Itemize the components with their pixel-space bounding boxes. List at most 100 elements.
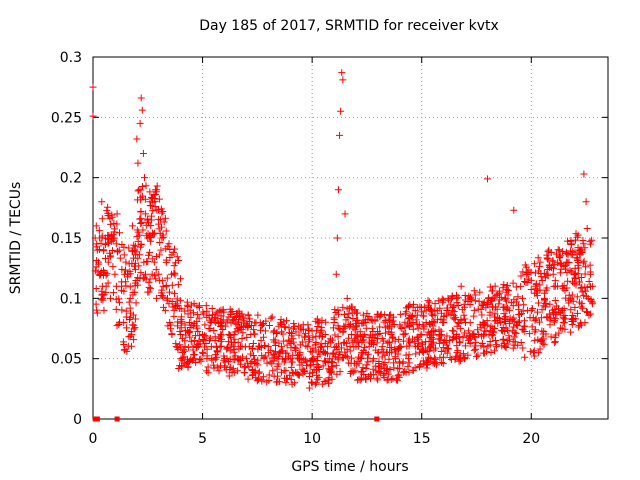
data-point-cloud (448, 293, 456, 301)
data-point-cloud (513, 321, 521, 329)
data-point-cloud (574, 255, 582, 263)
data-point-cloud (471, 342, 479, 350)
data-point-cloud (482, 348, 490, 356)
data-point-cloud (543, 284, 551, 292)
data-point-cloud (450, 327, 458, 335)
data-point (157, 246, 165, 254)
data-point-cloud (268, 313, 276, 321)
data-point-cloud (115, 298, 123, 306)
data-point-cloud (460, 350, 468, 358)
data-point-cloud (176, 328, 184, 336)
data-point-cloud (474, 326, 482, 334)
data-point-cloud (195, 314, 203, 322)
data-point-cloud (329, 324, 337, 332)
data-point (138, 106, 146, 114)
data-point-cloud (177, 324, 185, 332)
data-point-cloud (357, 354, 365, 362)
data-point-cloud (580, 257, 588, 265)
data-point-cloud (577, 303, 585, 311)
data-point-cloud (365, 334, 373, 342)
data-point-cloud (289, 338, 297, 346)
data-point-cloud (502, 297, 510, 305)
data-point (137, 94, 145, 102)
data-point-cloud (503, 282, 511, 290)
data-point-cloud (473, 353, 481, 361)
data-point-cloud (490, 328, 498, 336)
data-point-cloud (177, 344, 185, 352)
data-point-cloud (313, 371, 321, 379)
data-point-cloud (546, 321, 554, 329)
data-point-cloud (169, 248, 177, 256)
data-point-cloud (511, 341, 519, 349)
data-point-cloud (578, 249, 586, 257)
data-point-cloud (531, 269, 539, 277)
data-point-cloud (246, 315, 254, 323)
data-point-cloud (152, 266, 160, 274)
data-point-cloud (158, 277, 166, 285)
data-point-cloud (439, 360, 447, 368)
x-tick-label: 0 (89, 431, 98, 447)
data-point-cloud (208, 305, 216, 313)
data-point-cloud (582, 287, 590, 295)
data-point-cloud (120, 270, 128, 278)
data-point-cloud (486, 308, 494, 316)
data-point-cloud (547, 333, 555, 341)
data-point-cloud (575, 298, 583, 306)
data-point (483, 175, 491, 183)
data-point (536, 258, 544, 266)
data-point-cloud (163, 296, 171, 304)
data-point-cloud (374, 376, 382, 384)
data-point-cloud (118, 265, 126, 273)
data-point-cloud (360, 336, 368, 344)
data-point-cloud (497, 326, 505, 334)
data-point-cloud (221, 362, 229, 370)
data-point-cloud (339, 303, 347, 311)
data-point-cloud (431, 355, 439, 363)
data-point-cloud (160, 218, 168, 226)
data-point-cloud (488, 303, 496, 311)
data-point (582, 198, 590, 206)
data-point-cloud (447, 311, 455, 319)
data-point-cloud (97, 239, 105, 247)
data-point-cloud (146, 248, 154, 256)
data-point-cloud (406, 315, 414, 323)
data-point-cloud (289, 351, 297, 359)
data-point-cloud (302, 356, 310, 364)
data-point-cloud (431, 328, 439, 335)
data-point-cloud (567, 328, 575, 336)
data-point-cloud (146, 284, 154, 292)
data-point-cloud (289, 369, 297, 377)
data-point-cloud (188, 301, 196, 309)
data-point-cloud (370, 340, 378, 348)
data-point-cloud (411, 364, 419, 372)
data-point-cloud (445, 296, 453, 304)
data-point-cloud (465, 292, 473, 300)
data-point-cloud (230, 346, 238, 354)
data-point-cloud (446, 336, 454, 344)
data-point-cloud (494, 290, 502, 298)
data-point-cloud (249, 339, 257, 347)
data-point-cloud (551, 296, 559, 304)
data-point-cloud (433, 316, 441, 324)
data-point-cloud (227, 311, 235, 319)
data-point-cloud (443, 306, 451, 314)
data-point-cloud (321, 339, 329, 347)
data-point-cloud (210, 361, 218, 369)
data-point-cloud (104, 203, 112, 211)
data-point-cloud (557, 309, 565, 317)
data-point (338, 69, 346, 77)
data-point-cloud (347, 321, 355, 329)
data-point-cloud (266, 321, 274, 329)
data-point-cloud (401, 367, 409, 375)
data-point-cloud (151, 272, 159, 280)
data-point-cloud (317, 343, 325, 351)
data-point-cloud (214, 363, 222, 371)
data-point-cloud (376, 323, 384, 331)
data-point-cloud (566, 266, 574, 274)
data-point-cloud (386, 316, 394, 324)
data-point-cloud (259, 373, 267, 381)
data-point-cloud (131, 288, 139, 296)
data-point-cloud (571, 269, 579, 277)
data-point-cloud (500, 281, 508, 289)
data-point-cloud (158, 209, 166, 217)
